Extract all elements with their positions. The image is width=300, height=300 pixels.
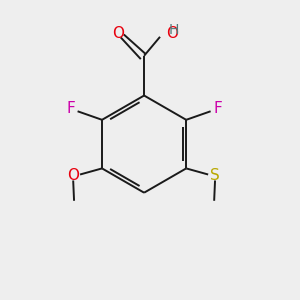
- Text: S: S: [210, 168, 220, 183]
- Text: F: F: [67, 101, 75, 116]
- Text: F: F: [213, 101, 222, 116]
- Text: O: O: [166, 26, 178, 41]
- Text: H: H: [169, 23, 179, 37]
- Text: O: O: [67, 168, 79, 183]
- Text: O: O: [112, 26, 124, 41]
